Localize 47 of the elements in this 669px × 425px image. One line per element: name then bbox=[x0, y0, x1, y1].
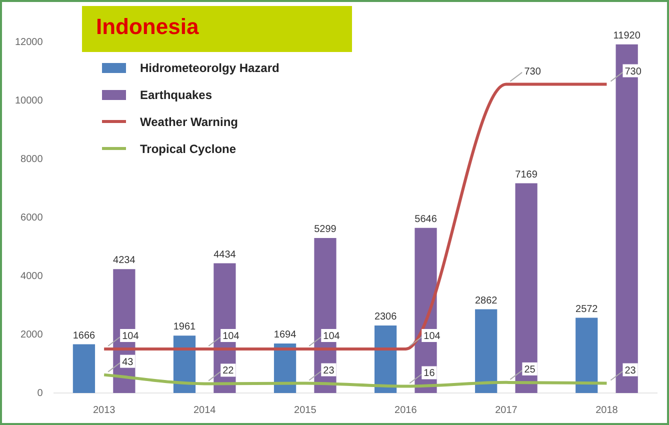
data-label: 104 bbox=[424, 331, 441, 342]
y-tick-label: 8000 bbox=[20, 154, 44, 165]
data-label: 2862 bbox=[474, 295, 498, 306]
bar bbox=[515, 183, 538, 393]
data-label: 7169 bbox=[515, 169, 538, 180]
x-tick-label: 2016 bbox=[394, 404, 418, 416]
y-tick-label: 4000 bbox=[20, 270, 44, 282]
data-label: 2306 bbox=[374, 312, 398, 323]
y-tick-label: 0 bbox=[37, 388, 44, 399]
data-label: 5299 bbox=[314, 224, 337, 236]
data-label: 43 bbox=[122, 356, 134, 368]
data-label: 4234 bbox=[113, 255, 136, 266]
data-label: 4434 bbox=[214, 249, 236, 260]
data-label: 104 bbox=[222, 331, 240, 342]
legend-label: Hidrometeorolgy Hazard bbox=[140, 60, 280, 74]
y-tick-label: 2000 bbox=[20, 329, 44, 340]
legend-label: Weather Warning bbox=[140, 114, 238, 128]
data-label: 23 bbox=[323, 365, 335, 376]
x-tick-label: 2014 bbox=[193, 404, 216, 416]
data-label: 16 bbox=[424, 368, 436, 380]
bar bbox=[576, 318, 598, 393]
data-label: 23 bbox=[624, 365, 636, 376]
x-tick-label: 2017 bbox=[495, 404, 518, 416]
legend-label: Tropical Cyclone bbox=[140, 142, 236, 156]
x-tick-label: 2018 bbox=[596, 404, 618, 416]
data-label: 730 bbox=[624, 66, 642, 78]
data-label: 25 bbox=[524, 364, 536, 376]
data-label: 22 bbox=[222, 366, 234, 377]
data-label: 1961 bbox=[173, 322, 196, 333]
y-tick-label: 12000 bbox=[14, 36, 44, 48]
x-tick-label: 2013 bbox=[92, 404, 116, 416]
bar bbox=[72, 344, 96, 393]
x-tick-label: 2015 bbox=[294, 404, 317, 416]
data-label: 1694 bbox=[274, 329, 297, 340]
y-tick-label: 10000 bbox=[14, 95, 44, 106]
data-label: 5646 bbox=[414, 214, 438, 225]
data-label: 104 bbox=[323, 331, 340, 342]
bar bbox=[374, 326, 397, 393]
data-label: 1666 bbox=[72, 330, 96, 342]
data-label: 730 bbox=[524, 66, 542, 78]
bar bbox=[475, 309, 498, 393]
y-tick-label: 6000 bbox=[20, 212, 44, 224]
data-label: 11920 bbox=[613, 30, 641, 42]
data-label: 104 bbox=[122, 331, 140, 342]
title-banner: Indonesia bbox=[82, 6, 352, 52]
data-label: 2572 bbox=[576, 304, 598, 315]
legend-label: Earthquakes bbox=[140, 88, 212, 102]
